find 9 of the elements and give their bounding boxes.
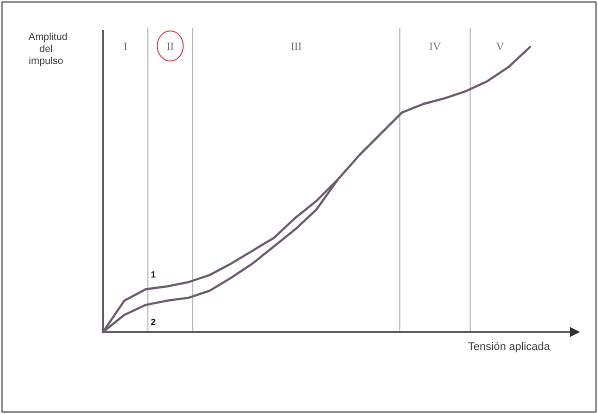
annotation: V [496, 41, 504, 53]
annotation: II [166, 41, 174, 53]
y-axis-title: Amplitud del impulso [28, 32, 68, 67]
annotation: III [290, 41, 302, 53]
series-label: 2 [150, 316, 156, 327]
annotation: I [124, 41, 128, 53]
series-label: 1 [150, 269, 156, 280]
annotation: IV [429, 41, 441, 53]
x-axis-title: Tensión aplicada [468, 341, 551, 353]
